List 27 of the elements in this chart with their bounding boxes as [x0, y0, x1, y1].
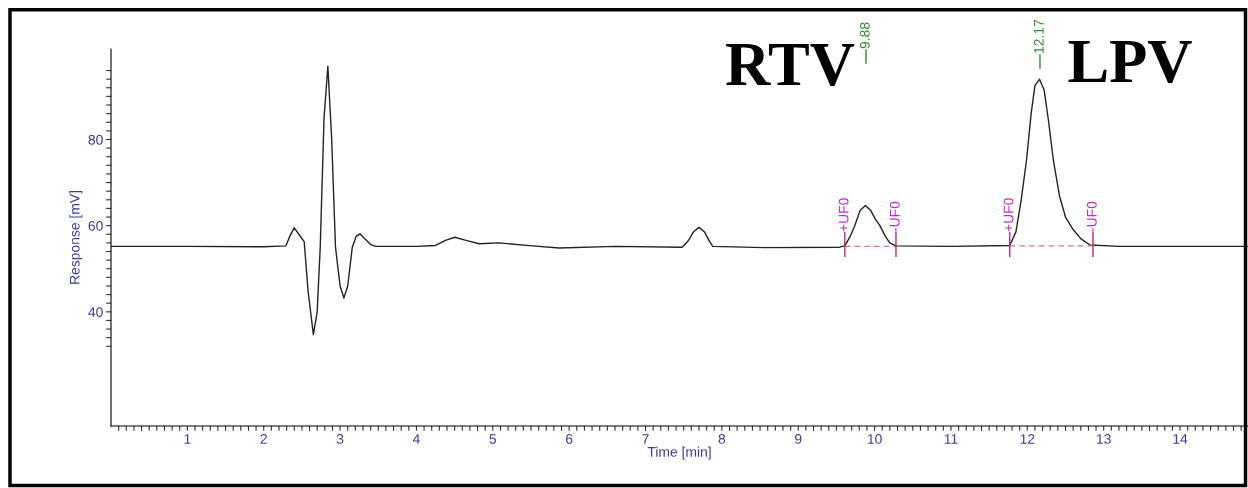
x-tick-label: 13: [1097, 434, 1111, 444]
x-tick-label: 10: [867, 434, 882, 444]
annotation: +UF0: [838, 198, 849, 232]
x-tick-label: 9: [795, 434, 802, 444]
x-tick-label: 6: [566, 434, 573, 444]
annotation: LPV: [1068, 41, 1192, 83]
x-axis-title: Time [min]: [647, 446, 711, 460]
annotation: RTV: [726, 44, 855, 86]
annotation: -UF0: [1086, 201, 1097, 232]
annotation: 12.17: [1033, 19, 1044, 53]
annotation: -UF0: [889, 201, 900, 232]
x-tick-label: 1: [184, 434, 191, 444]
y-tick-label: 80: [88, 134, 103, 145]
y-axis-title: Response [mV]: [69, 191, 83, 284]
text: 9.88: [859, 22, 870, 49]
x-tick-label: 3: [336, 434, 344, 444]
x-tick-label: 5: [489, 434, 497, 444]
x-tick-label: 4: [412, 434, 420, 444]
annotation: +UF0: [1003, 198, 1014, 232]
y-tick-label: 60: [88, 220, 103, 231]
x-tick-label: 14: [1173, 434, 1188, 444]
x-tick-label: 12: [1020, 434, 1035, 444]
x-tick-label: 8: [718, 434, 726, 444]
x-tick-label: 2: [260, 434, 267, 444]
x-tick-label: 11: [944, 434, 958, 444]
y-tick-label: 40: [88, 307, 103, 317]
x-tick-label: 7: [642, 434, 649, 444]
